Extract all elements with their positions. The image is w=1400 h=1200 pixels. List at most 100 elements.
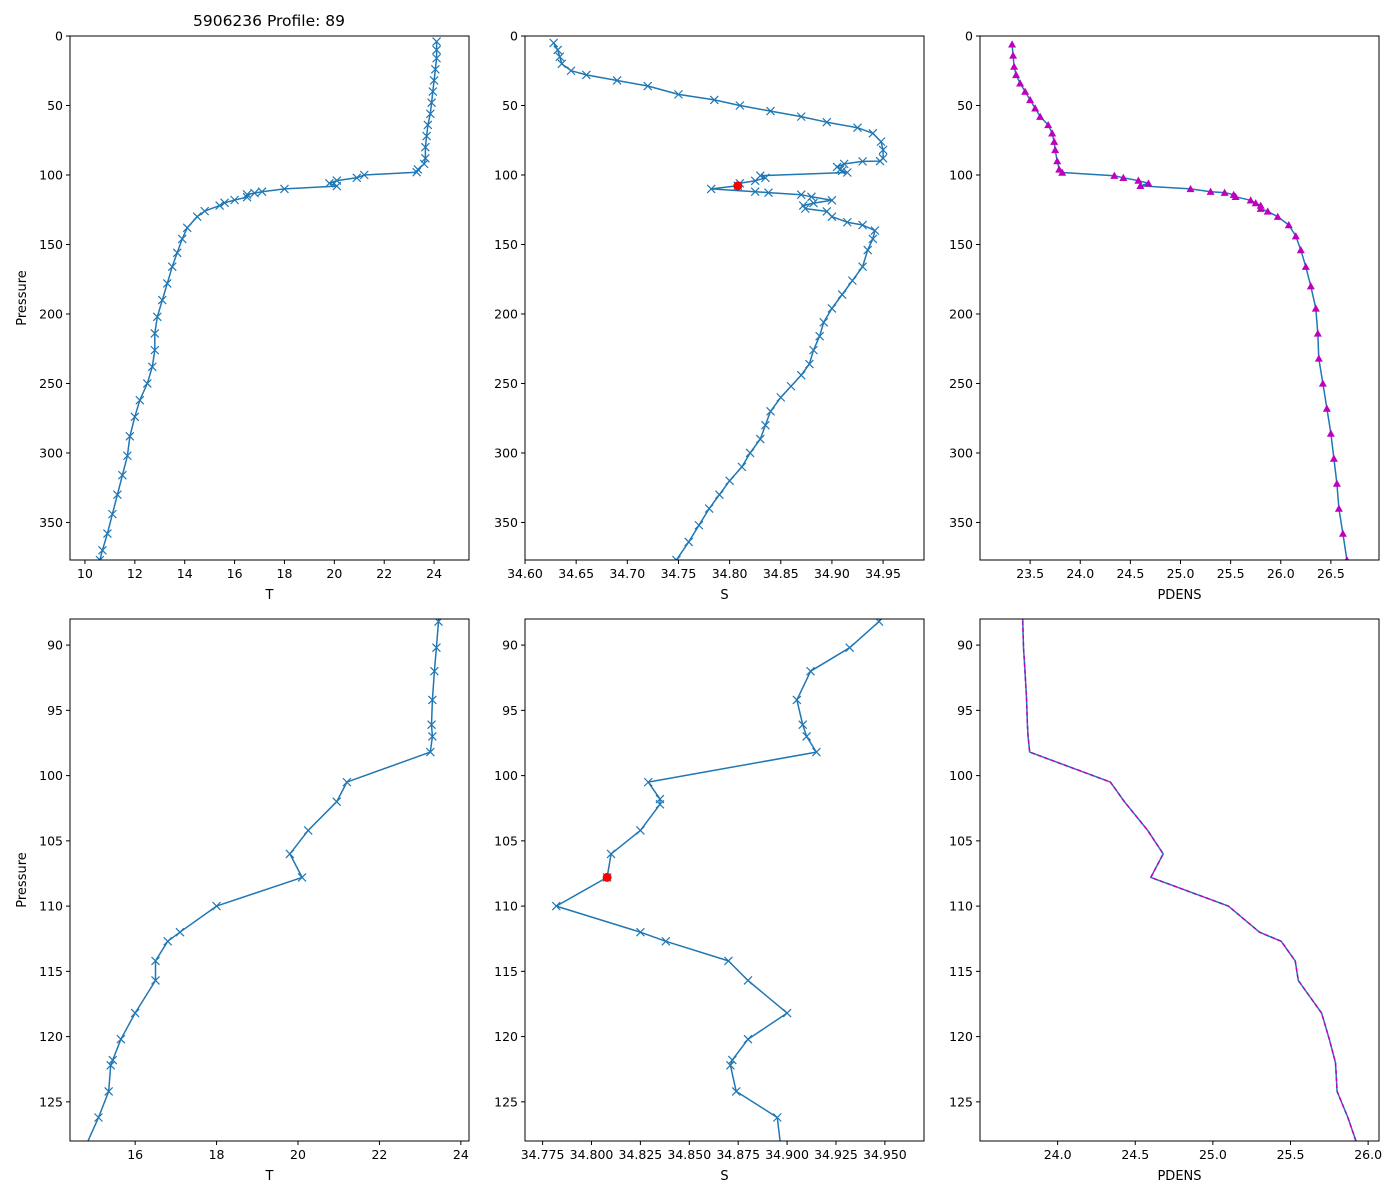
x-tick-label: 22 — [376, 566, 392, 581]
y-tick-label: 115 — [39, 964, 63, 979]
data-point — [1344, 556, 1350, 560]
data-point — [1009, 51, 1018, 59]
data-point — [837, 290, 847, 299]
x-tick-label: 24 — [426, 566, 442, 581]
data-point — [192, 212, 202, 222]
y-axis-label: Pressure — [15, 270, 30, 326]
data-point — [150, 345, 160, 355]
x-axis-label: T — [265, 588, 274, 603]
y-tick-label: 50 — [47, 98, 63, 113]
data-point — [555, 52, 565, 62]
data-point — [1008, 40, 1017, 48]
data-point — [796, 112, 806, 122]
panel-bottom-temperature: 16 18 20 22 24 90 95 100 105 110 115 120 125 T Pressur… — [15, 618, 470, 1184]
data-point — [694, 520, 704, 530]
data-point — [432, 37, 442, 46]
data-point — [1322, 404, 1331, 412]
data-point — [782, 1008, 792, 1018]
data-point — [177, 234, 187, 244]
data-point — [1053, 157, 1062, 165]
data-point — [1021, 87, 1030, 95]
data-point — [1186, 184, 1195, 193]
data-point — [1051, 145, 1060, 154]
data-point — [352, 173, 362, 183]
data-point — [425, 747, 435, 757]
data-point — [1012, 70, 1021, 79]
y-tick-label: 125 — [39, 1094, 63, 1109]
data-point — [95, 555, 105, 560]
y-tick-label: 100 — [494, 768, 518, 783]
y-tick-label: 105 — [39, 833, 63, 848]
data-point — [735, 101, 745, 110]
series-line-0 — [555, 619, 882, 1141]
data-point — [429, 76, 439, 85]
data-point — [612, 76, 622, 85]
data-point — [804, 359, 814, 369]
data-point — [200, 206, 210, 216]
data-point — [125, 431, 135, 441]
data-point — [1058, 168, 1067, 176]
data-point — [1031, 104, 1040, 112]
x-axis-label: S — [720, 1169, 728, 1184]
x-tick-label: 25.5 — [1217, 566, 1245, 581]
x-tick-label: 16 — [127, 1147, 143, 1162]
data-point — [1220, 188, 1229, 196]
data-point — [420, 142, 430, 152]
panel-top-temperature: 10 12 14 16 18 20 22 24 0 50 100 150 200 250 300 350 T Pr… — [15, 29, 470, 603]
y-tick-label: 100 — [494, 167, 518, 182]
data-point — [750, 187, 760, 197]
data-point — [874, 619, 884, 627]
data-point — [776, 392, 786, 402]
data-point — [1050, 137, 1059, 145]
data-point — [434, 619, 443, 627]
y-tick-label: 120 — [39, 1029, 63, 1044]
data-point — [842, 217, 852, 227]
data-point — [827, 212, 837, 222]
x-tick-label: 12 — [127, 566, 143, 581]
data-point — [432, 53, 442, 63]
x-tick-label: 34.950 — [863, 1147, 907, 1162]
x-tick-label: 34.875 — [716, 1147, 760, 1162]
data-point — [750, 176, 760, 186]
data-point — [827, 303, 837, 313]
data-point — [1301, 262, 1310, 270]
data-point — [800, 204, 810, 214]
x-tick-label: 18 — [277, 566, 293, 581]
data-point — [242, 192, 252, 202]
data-point — [130, 1008, 140, 1018]
y-tick-label: 0 — [965, 29, 973, 44]
data-point — [257, 187, 267, 197]
data-point — [297, 872, 307, 882]
data-point — [745, 448, 755, 458]
data-point — [706, 184, 716, 194]
x-tick-label: 34.95 — [865, 566, 901, 581]
data-point — [1231, 192, 1240, 201]
data-point — [842, 168, 852, 177]
x-tick-label: 25.5 — [1277, 1147, 1305, 1162]
data-point — [427, 98, 437, 108]
data-point — [853, 123, 862, 133]
y-tick-label: 90 — [502, 638, 518, 653]
data-point — [858, 156, 868, 166]
data-point — [104, 1086, 114, 1096]
data-point — [772, 1113, 782, 1122]
data-point — [802, 732, 812, 741]
data-point — [106, 1060, 116, 1070]
data-point — [827, 195, 837, 205]
data-point — [230, 195, 240, 205]
series-line-0 — [99, 41, 438, 560]
data-point — [182, 223, 192, 233]
series-line-0 — [1021, 619, 1357, 1141]
x-tick-label: 24 — [453, 1147, 469, 1162]
data-point — [655, 799, 665, 809]
y-tick-label: 105 — [949, 833, 973, 848]
data-point — [215, 201, 225, 210]
x-tick-label: 26.0 — [1267, 566, 1295, 581]
data-point — [1010, 62, 1019, 70]
axes-frame — [979, 35, 1380, 561]
data-point — [423, 120, 433, 130]
data-point — [635, 825, 645, 835]
data-point — [792, 695, 802, 705]
y-tick-label: 115 — [494, 964, 518, 979]
